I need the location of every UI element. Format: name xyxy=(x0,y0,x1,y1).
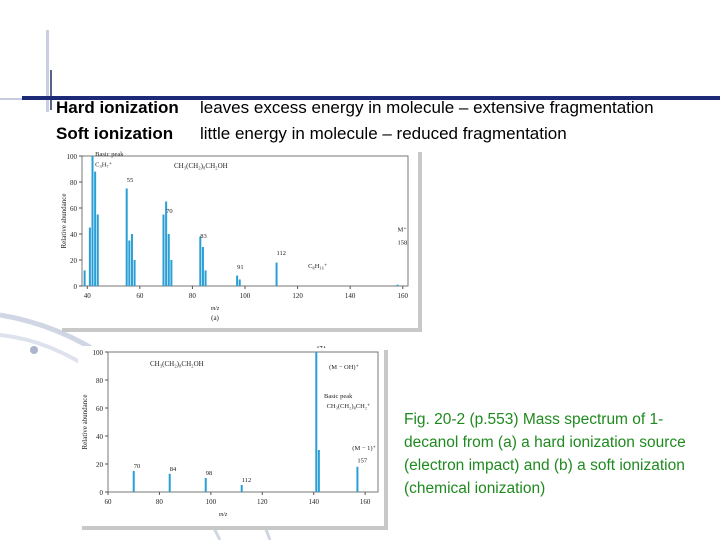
peak-annotation: 83 xyxy=(200,233,207,240)
y-tick-label: 60 xyxy=(96,405,104,413)
spectrum-bar xyxy=(356,466,359,492)
peak-annotation: 55 xyxy=(127,177,133,184)
x-tick-label: 160 xyxy=(397,292,408,300)
x-tick-label: 120 xyxy=(257,498,268,506)
spectrum-bar xyxy=(204,270,207,286)
spectrum-bar xyxy=(94,171,97,286)
decorative-vertical-line-accent xyxy=(50,70,52,110)
spectrum-bar xyxy=(133,260,136,286)
peak-annotation: 91 xyxy=(237,264,244,271)
peak-annotation: Basic peak xyxy=(95,151,124,158)
peak-annotation: 84 xyxy=(170,466,177,473)
spectrum-bar xyxy=(317,450,320,492)
spectrum-bar xyxy=(91,156,94,286)
peak-annotation: 70 xyxy=(134,463,141,470)
spectrum-bar xyxy=(165,201,168,286)
y-tick-label: 20 xyxy=(96,461,104,469)
y-axis-label: Relative abundance xyxy=(81,394,89,449)
x-tick-label: 60 xyxy=(136,292,144,300)
peak-annotation: 112 xyxy=(277,250,287,257)
y-tick-label: 40 xyxy=(70,231,78,239)
mass-spectrum-chart-a: 0 20 40 60 80 100 40 60 80 100 120 140 160 Basic peak… xyxy=(60,151,409,322)
spectrum-bar xyxy=(168,473,171,492)
spectrum-panel-b: 0 20 40 60 80 100 60 80 100 120 140 160 141 (M − OH)⁺… xyxy=(78,343,384,526)
molecule-formula: CH₃(CH₂)₈CH₂OH xyxy=(174,162,228,170)
soft-ionization-term: Soft ionization xyxy=(56,124,174,143)
x-tick-label: 100 xyxy=(240,292,251,300)
spectrum-bar xyxy=(236,275,239,286)
x-tick-label: 120 xyxy=(292,292,303,300)
plot-frame xyxy=(107,351,379,493)
peak-annotation: M⁺ xyxy=(397,226,407,233)
y-tick-label: 80 xyxy=(70,179,78,187)
y-tick-label: 20 xyxy=(70,257,78,265)
spectrum-bar xyxy=(204,478,207,492)
spectrum-bar xyxy=(170,260,173,286)
y-tick-label: 100 xyxy=(67,153,78,161)
y-tick-label: 40 xyxy=(96,433,104,441)
peak-annotation: 158 xyxy=(397,239,407,246)
decorative-vertical-line xyxy=(46,30,49,112)
peak-annotation: (M − OH)⁺ xyxy=(329,364,359,371)
spectrum-bar xyxy=(83,270,86,286)
x-tick-label: 60 xyxy=(105,498,113,506)
figure-caption: Fig. 20-2 (p.553) Mass spectrum of 1-dec… xyxy=(404,411,686,497)
x-tick-label: 140 xyxy=(308,498,319,506)
x-tick-label: 80 xyxy=(156,498,164,506)
spectrum-bar xyxy=(238,279,241,286)
peak-annotation: C₈H₁₆⁺ xyxy=(308,263,328,270)
spectrum-bar xyxy=(167,234,170,286)
soft-ionization-row: Soft ionization little energy in molecule… xyxy=(56,124,567,144)
x-tick-label: 40 xyxy=(84,292,92,300)
peak-annotation: Basic peak xyxy=(324,393,353,400)
spectrum-bar xyxy=(315,352,318,492)
peak-annotation: C₃H₇⁺ xyxy=(95,161,113,168)
spectrum-bar xyxy=(396,284,399,286)
y-tick-label: 60 xyxy=(70,205,78,213)
y-axis-label: Relative abundance xyxy=(60,193,68,248)
spectrum-panel-a: 0 20 40 60 80 100 40 60 80 100 120 140 160 Basic peak… xyxy=(58,148,418,328)
spectrum-bar xyxy=(199,236,202,286)
spectrum-bar xyxy=(201,247,204,286)
peak-annotation: 70 xyxy=(166,208,173,215)
peak-annotation: (M − 1)⁺ xyxy=(352,445,376,452)
spectrum-bar xyxy=(125,188,128,286)
peak-annotation: 98 xyxy=(206,470,213,477)
y-tick-label: 100 xyxy=(93,349,104,357)
x-axis-label: m/z xyxy=(219,512,228,518)
x-tick-label: 160 xyxy=(360,498,371,506)
mass-spectrum-chart-b: 0 20 40 60 80 100 60 80 100 120 140 160 141 (M − OH)⁺… xyxy=(81,343,379,518)
x-tick-label: 140 xyxy=(345,292,356,300)
decorative-horizontal-line-left xyxy=(0,98,26,100)
soft-ionization-description: little energy in molecule – reduced frag… xyxy=(200,124,567,143)
spectrum-bar xyxy=(275,262,278,286)
spectrum-bar xyxy=(88,227,91,286)
x-axis-label: m/z xyxy=(211,306,220,312)
spectrum-bar xyxy=(162,214,165,286)
panel-label: (a) xyxy=(211,314,219,322)
spectrum-bar xyxy=(96,214,99,286)
spectrum-bar xyxy=(128,240,131,286)
decorative-horizontal-rule xyxy=(22,96,720,100)
hard-ionization-row: Hard ionization leaves excess energy in m… xyxy=(56,98,654,118)
x-tick-label: 100 xyxy=(206,498,217,506)
x-tick-label: 80 xyxy=(189,292,197,300)
peak-annotation: 141 xyxy=(316,346,326,350)
hard-ionization-term: Hard ionization xyxy=(56,98,179,117)
molecule-formula: CH₃(CH₂)₈CH₂OH xyxy=(150,360,204,368)
peak-annotation: 112 xyxy=(242,477,252,484)
spectrum-bar xyxy=(130,234,133,286)
peak-annotation: 157 xyxy=(357,458,368,465)
peak-annotation: CH₃(CH₂)₈CH₂⁺ xyxy=(327,403,371,410)
hard-ionization-description: leaves excess energy in molecule – exten… xyxy=(200,98,654,117)
y-tick-label: 0 xyxy=(74,283,78,291)
y-tick-label: 80 xyxy=(96,377,104,385)
plot-frame xyxy=(81,155,409,287)
spectrum-bar xyxy=(132,471,135,492)
y-tick-label: 0 xyxy=(100,489,104,497)
spectrum-bar xyxy=(240,485,243,492)
